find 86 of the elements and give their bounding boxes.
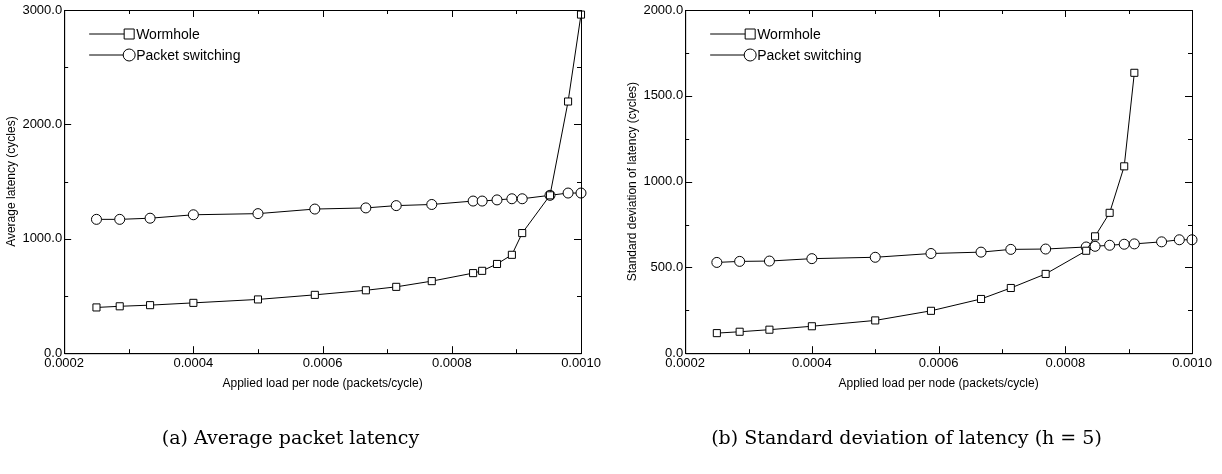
- legend-label: Packet switching: [757, 46, 862, 63]
- point: [427, 277, 436, 286]
- y-tick-label: 500.0: [650, 258, 684, 274]
- point: [1186, 234, 1198, 246]
- text: (b) Standard deviation of latency (h = 5): [711, 425, 1102, 448]
- point: [491, 194, 503, 206]
- x-tick-label: 0.0010: [561, 354, 601, 370]
- point: [869, 251, 881, 263]
- point: [361, 286, 370, 295]
- point: [1130, 68, 1139, 77]
- point: [92, 303, 101, 312]
- point: [871, 316, 880, 325]
- point: [576, 10, 586, 19]
- y-tick-label: 1500.0: [643, 87, 684, 103]
- point: [390, 200, 402, 212]
- y-tick-label: 2000.0: [643, 1, 684, 17]
- point: [1006, 283, 1015, 293]
- point: [476, 195, 488, 207]
- point: [1105, 208, 1114, 217]
- point: [976, 294, 986, 304]
- point: [975, 246, 987, 258]
- y-tick-label: 1000.0: [22, 230, 63, 246]
- point: [765, 325, 774, 334]
- point: [506, 193, 518, 205]
- point: [492, 259, 502, 268]
- x-tick-label: 0.0008: [1045, 354, 1086, 370]
- point: [187, 209, 199, 221]
- point: [518, 229, 527, 238]
- point: [1091, 232, 1100, 241]
- point: [469, 269, 478, 278]
- legend-label: Wormhole: [757, 25, 821, 42]
- legend-label: Packet switching: [136, 46, 241, 63]
- point: [1120, 162, 1129, 171]
- point: [712, 329, 721, 338]
- point: [507, 250, 516, 259]
- y-axis-title: Standard deviation of latency (cycles): [624, 81, 639, 282]
- point: [807, 322, 816, 331]
- point: [1089, 240, 1101, 252]
- y-tick-label: 1000.0: [643, 173, 684, 189]
- point: [926, 306, 936, 315]
- point: [763, 255, 775, 267]
- point: [925, 248, 937, 259]
- point: [144, 212, 156, 224]
- point: [564, 97, 573, 106]
- point: [310, 290, 319, 299]
- point: [360, 202, 372, 214]
- x-axis-title: Applied load per node (packets/cycle): [222, 376, 423, 391]
- point: [309, 203, 321, 215]
- point: [1118, 238, 1130, 250]
- point: [189, 298, 198, 307]
- x-tick-label: 0.0004: [173, 354, 214, 370]
- point: [711, 256, 723, 268]
- x-tick-label: 0.0008: [431, 354, 472, 370]
- point: [1082, 246, 1091, 255]
- point: [1128, 238, 1140, 250]
- x-tick-label: 0.0010: [1172, 354, 1212, 370]
- point: [467, 195, 479, 207]
- point: [426, 198, 438, 210]
- point: [146, 301, 155, 310]
- point: [1005, 243, 1017, 255]
- point: [516, 193, 528, 205]
- point: [252, 208, 264, 220]
- point: [1041, 269, 1050, 278]
- point: [114, 213, 126, 225]
- point: [806, 253, 818, 265]
- point: [735, 327, 744, 336]
- point: [90, 213, 102, 225]
- y-tick-label: 2000.0: [22, 115, 63, 131]
- y-axis-title: Average latency (cycles): [3, 116, 18, 247]
- point: [1173, 234, 1185, 246]
- point: [478, 266, 487, 275]
- legend-label: Wormhole: [136, 25, 200, 42]
- y-tick-label: 3000.0: [22, 1, 63, 17]
- point: [392, 282, 401, 291]
- point: [1156, 236, 1168, 248]
- point: [253, 295, 263, 304]
- point: [562, 187, 574, 199]
- text: (a) Average packet latency: [161, 425, 420, 448]
- x-axis-title: Applied load per node (packets/cycle): [838, 376, 1039, 391]
- point: [115, 302, 124, 311]
- x-tick-label: 0.0006: [302, 354, 343, 370]
- point: [1040, 243, 1052, 255]
- point: [734, 255, 746, 267]
- x-tick-label: 0.0006: [918, 354, 959, 370]
- x-tick-label: 0.0004: [791, 354, 832, 370]
- point: [1104, 239, 1116, 251]
